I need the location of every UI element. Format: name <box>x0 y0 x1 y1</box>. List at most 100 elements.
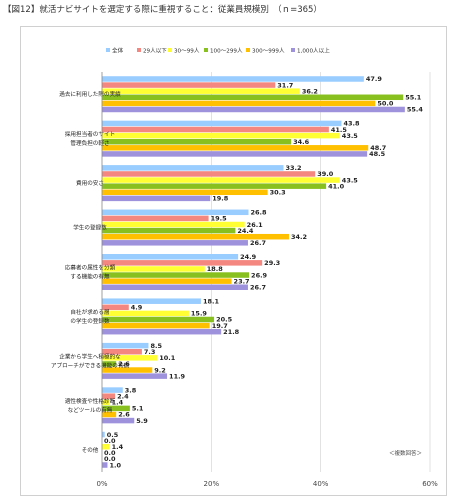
bar <box>102 278 232 284</box>
category-label: 費用の安さ <box>76 179 104 187</box>
legend-label: 30～99人 <box>174 47 200 54</box>
bar <box>102 284 248 290</box>
category-label: 応募者の属性を分類 <box>65 264 116 272</box>
value-label: 1.0 <box>109 461 121 469</box>
legend-label: 1,000人以上 <box>297 46 330 54</box>
bar <box>102 126 329 133</box>
bar <box>102 399 110 406</box>
category-label: 自社が求める層 <box>70 308 109 316</box>
bar <box>102 177 340 183</box>
bar <box>102 322 210 329</box>
category-label: などツールの有無 <box>68 406 113 414</box>
value-label: 5.9 <box>136 417 148 425</box>
bar <box>102 195 211 202</box>
bar <box>102 405 130 412</box>
bar <box>102 120 342 127</box>
value-label: 50.0 <box>377 100 394 108</box>
value-label: 26.1 <box>247 221 264 229</box>
value-label: 34.6 <box>293 138 310 146</box>
value-label: 41.0 <box>328 182 345 190</box>
value-label: 3.8 <box>125 386 137 394</box>
value-label: 11.9 <box>169 372 186 380</box>
legend-label: 29人以下 <box>143 47 167 54</box>
value-label: 47.9 <box>366 75 383 83</box>
legend-swatch <box>106 48 110 52</box>
bar <box>102 272 250 278</box>
value-label: 39.0 <box>317 170 334 178</box>
bar <box>102 417 135 424</box>
x-tick-label: 40% <box>313 480 329 488</box>
bar <box>102 260 263 266</box>
bar <box>102 183 327 189</box>
category-label: 適性検査や性格診断 <box>65 397 116 405</box>
value-label: 7.3 <box>144 348 156 356</box>
bar <box>102 298 201 304</box>
bar <box>102 100 376 107</box>
category-label: 管理負担の軽さ <box>70 139 109 147</box>
chart-title: 【図12】就活ナビサイトを選定する際に重視すること：従業員規模別 （ｎ=365） <box>3 5 322 15</box>
value-label: 33.2 <box>285 164 301 172</box>
value-label: 18.8 <box>207 265 224 273</box>
value-label: 26.8 <box>251 209 268 217</box>
bar <box>102 316 215 323</box>
value-label: 24.4 <box>237 227 254 235</box>
value-label: 19.7 <box>212 322 228 330</box>
bar <box>102 94 404 101</box>
value-label: 18.1 <box>203 297 220 305</box>
value-label: 24.9 <box>240 253 257 261</box>
bar <box>102 304 129 311</box>
category-label: の学生の登録数 <box>70 317 110 325</box>
value-label: 1.4 <box>112 399 124 407</box>
chart-frame <box>20 26 447 496</box>
value-label: 48.5 <box>369 150 386 158</box>
value-label: 36.2 <box>302 87 318 95</box>
value-label: 5.1 <box>132 405 144 413</box>
value-label: 30.3 <box>270 189 286 197</box>
value-label: 43.5 <box>342 132 359 140</box>
value-label: 26.7 <box>250 239 266 247</box>
category-label: 過去に利用した際の実績 <box>59 90 121 98</box>
legend-swatch <box>137 48 141 52</box>
value-label: 1.4 <box>112 443 124 451</box>
value-label: 0.0 <box>104 449 116 457</box>
bar <box>102 132 340 139</box>
bar <box>102 88 300 94</box>
bar <box>102 310 189 317</box>
bar <box>102 361 117 367</box>
bar <box>102 227 236 234</box>
bar <box>102 106 405 113</box>
bar <box>102 443 110 450</box>
bar <box>102 165 284 171</box>
legend-label: 全体 <box>112 46 124 54</box>
value-label: 19.5 <box>211 215 228 223</box>
x-tick-label: 60% <box>422 480 438 488</box>
value-label: 4.9 <box>131 304 143 312</box>
legend-label: 300～999人 <box>252 47 285 54</box>
value-label: 21.8 <box>223 328 240 336</box>
value-label: 34.2 <box>291 233 307 241</box>
bar <box>102 209 249 216</box>
bar <box>102 367 153 373</box>
category-label: アプローチができる機能の有無 <box>51 361 130 369</box>
bar <box>102 221 245 228</box>
bar <box>102 151 368 157</box>
value-label: 29.3 <box>264 259 280 267</box>
bar <box>102 76 364 82</box>
value-label: 0.0 <box>104 437 116 445</box>
legend-label: 100～299人 <box>210 47 243 54</box>
bar <box>102 240 248 246</box>
legend-swatch <box>168 48 172 52</box>
value-label: 26.7 <box>250 284 266 292</box>
bar <box>102 82 276 88</box>
bar <box>102 387 123 393</box>
bar <box>102 393 116 399</box>
value-label: 2.4 <box>117 392 129 400</box>
value-label: 55.1 <box>405 94 422 102</box>
legend-swatch <box>204 48 208 52</box>
bar <box>102 138 292 145</box>
value-label: 20.5 <box>216 316 233 324</box>
value-label: 43.8 <box>343 120 360 128</box>
bar <box>102 355 158 361</box>
